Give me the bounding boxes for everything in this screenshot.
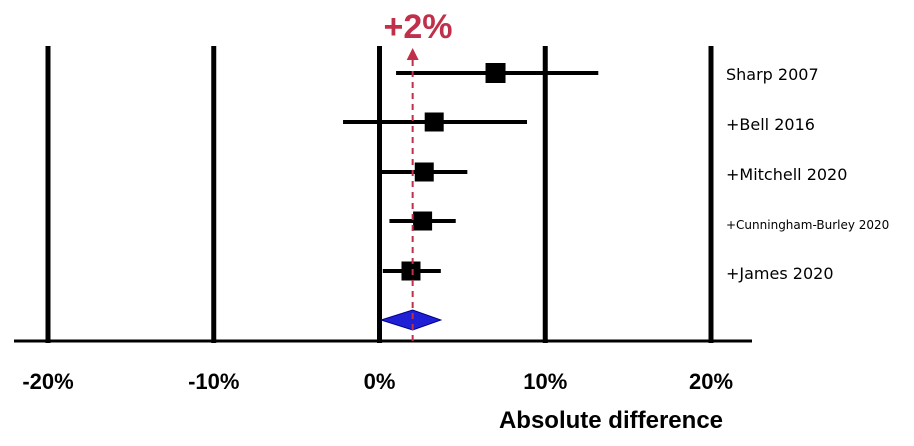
gridlines [45, 46, 714, 343]
study-labels: Sharp 2007 +Bell 2016 +Mitchell 2020 +Cunni… [726, 65, 889, 283]
x-tick-label: -20% [22, 369, 73, 394]
x-tick-label: 10% [523, 369, 567, 394]
x-tick-label: 20% [689, 369, 733, 394]
study-marker [485, 63, 506, 83]
study-marker [401, 261, 421, 281]
study-marker [414, 162, 434, 182]
pooled-reference-arrowhead [406, 48, 419, 60]
pooled-estimate-diamond [379, 309, 443, 331]
x-tick-label: 0% [364, 369, 396, 394]
study-marker [424, 112, 444, 132]
study-label: Sharp 2007 [726, 65, 819, 84]
study-label: +James 2020 [726, 264, 834, 283]
pooled-estimate-label: +2% [384, 8, 453, 46]
study-label: +Bell 2016 [726, 115, 815, 134]
x-axis-title: Absolute difference [499, 407, 723, 434]
study-label: +Mitchell 2020 [726, 165, 847, 184]
x-tick-labels: -20% -10% 0% 10% 20% [22, 369, 733, 394]
study-label: +Cunningham-Burley 2020 [726, 218, 889, 232]
x-tick-label: -10% [188, 369, 239, 394]
study-marker [413, 211, 433, 231]
study-markers [401, 63, 506, 281]
